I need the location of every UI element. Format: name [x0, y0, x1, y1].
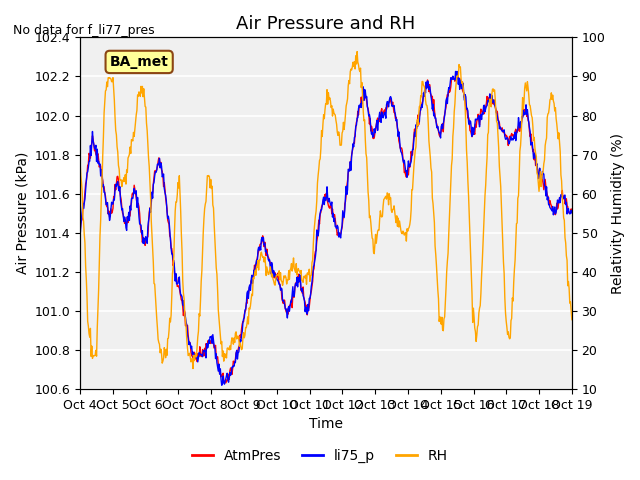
li75_p [136, 221, 143, 227]
li75_p [568, 210, 576, 216]
AtmPres [85, 150, 93, 156]
Text: BA_met: BA_met [109, 55, 168, 69]
AtmPres [452, 73, 460, 79]
RH [136, 91, 143, 96]
RH [76, 160, 84, 166]
Legend: AtmPres, li75_p, RH: AtmPres, li75_p, RH [186, 443, 454, 468]
Line: li75_p: li75_p [80, 72, 572, 385]
li75_p [401, 157, 408, 163]
AtmPres [76, 228, 84, 234]
RH [212, 265, 220, 271]
AtmPres [186, 341, 193, 347]
Text: No data for f_li77_pres: No data for f_li77_pres [13, 24, 154, 37]
li75_p [212, 356, 220, 361]
li75_p [218, 383, 225, 388]
Y-axis label: Relativity Humidity (%): Relativity Humidity (%) [611, 133, 625, 294]
RH [353, 48, 361, 54]
X-axis label: Time: Time [309, 418, 343, 432]
AtmPres [401, 169, 408, 175]
Line: AtmPres: AtmPres [80, 76, 572, 383]
li75_p [85, 158, 93, 164]
RH [401, 230, 409, 236]
RH [568, 317, 576, 323]
AtmPres [568, 209, 576, 215]
li75_p [76, 233, 84, 239]
RH [387, 195, 394, 201]
Line: RH: RH [80, 51, 572, 369]
RH [85, 331, 93, 336]
li75_p [386, 95, 394, 100]
li75_p [453, 69, 461, 74]
AtmPres [222, 380, 230, 386]
AtmPres [212, 343, 220, 348]
Title: Air Pressure and RH: Air Pressure and RH [236, 15, 415, 33]
AtmPres [136, 211, 143, 216]
li75_p [186, 339, 193, 345]
AtmPres [386, 96, 394, 102]
RH [189, 366, 197, 372]
Y-axis label: Air Pressure (kPa): Air Pressure (kPa) [15, 152, 29, 275]
RH [186, 350, 193, 356]
